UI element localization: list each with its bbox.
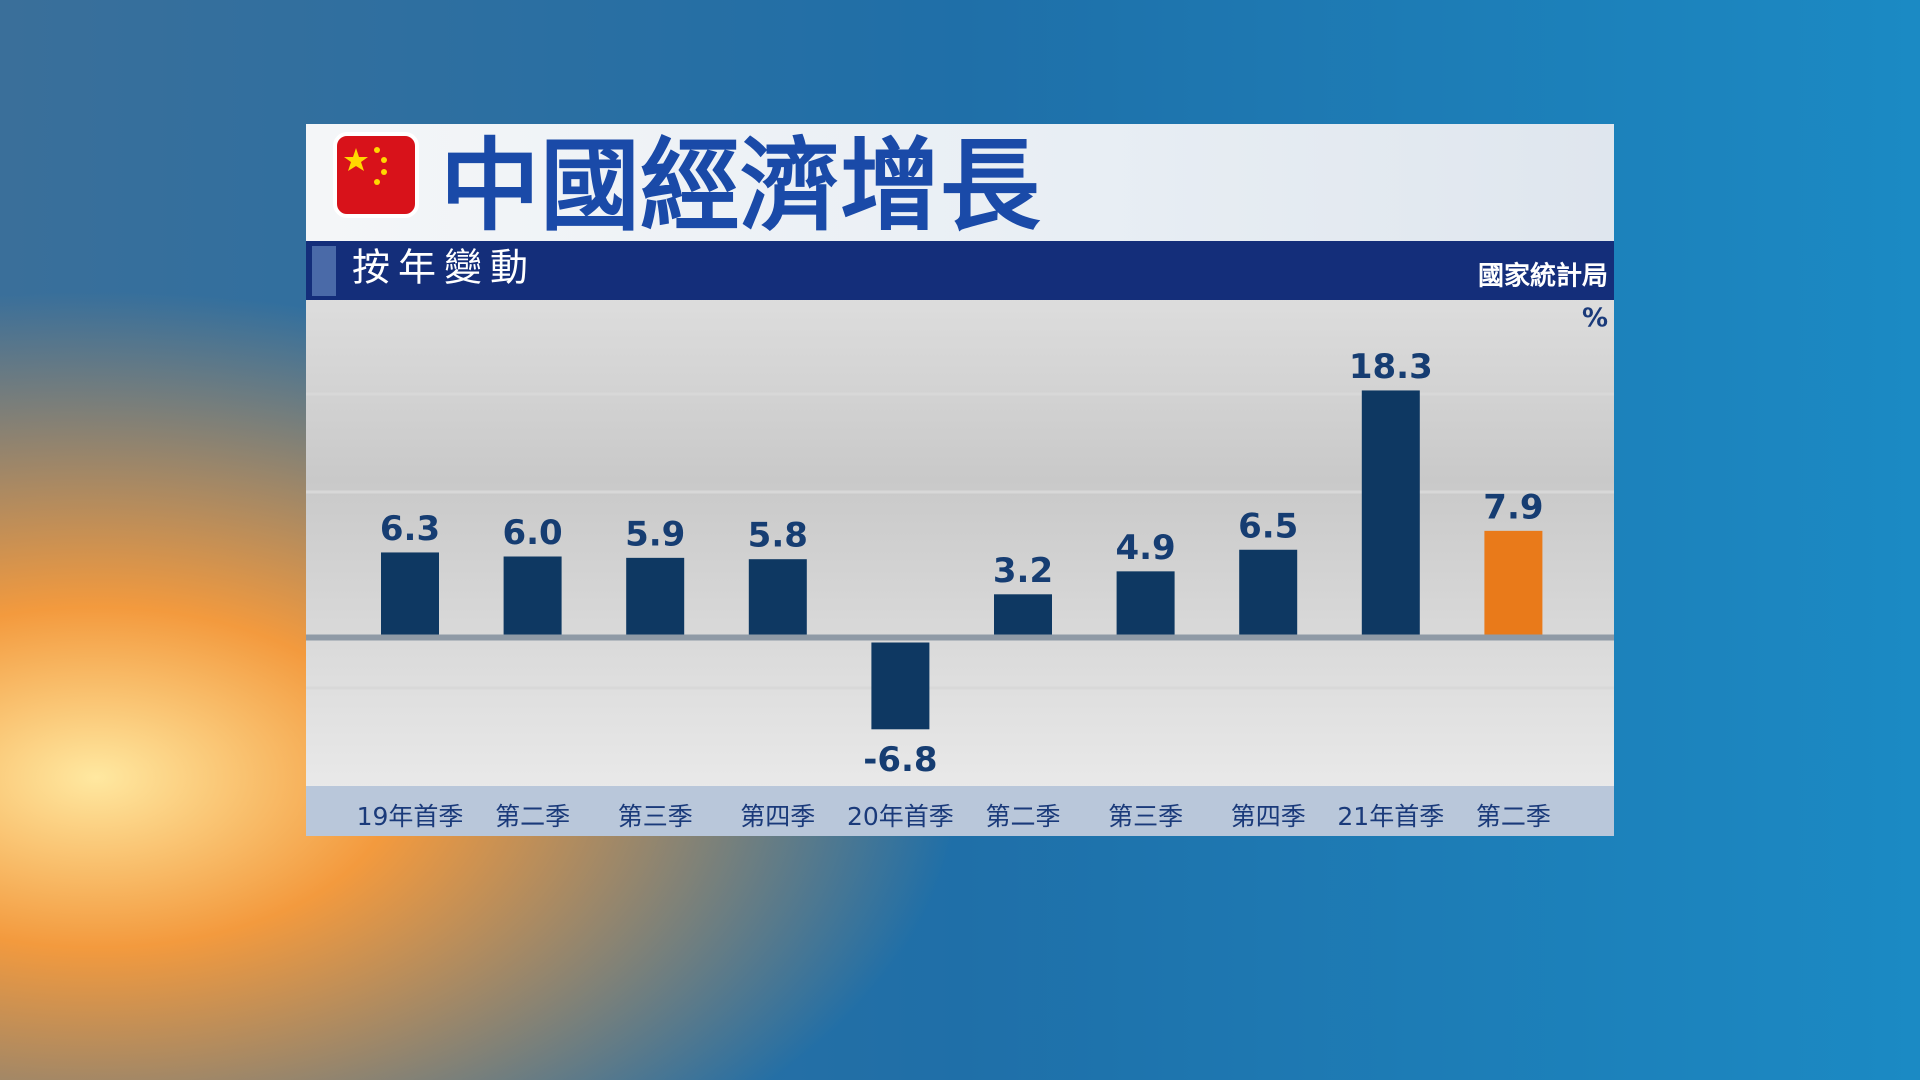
- x-tick-label: 21年首季: [1337, 802, 1444, 831]
- bar: [871, 642, 930, 730]
- flag-star: [381, 157, 387, 163]
- value-label: 7.9: [1483, 487, 1543, 527]
- x-tick-label: 第四季: [1231, 802, 1306, 831]
- value-label: 3.2: [993, 551, 1053, 591]
- bar: [381, 552, 439, 635]
- x-tick-label: 第三季: [618, 802, 693, 831]
- value-label: 6.3: [380, 509, 440, 549]
- bar: [626, 557, 685, 635]
- flag-star: [381, 169, 387, 175]
- bar: [503, 556, 562, 635]
- category-strip: [306, 786, 1614, 836]
- flag-star: [374, 179, 380, 185]
- source: 國家統計局: [1478, 261, 1608, 292]
- x-tick-label: 第二季: [495, 802, 570, 831]
- unit-label: %: [1582, 304, 1608, 334]
- subtitle-marker: [312, 246, 336, 296]
- value-label: -6.8: [863, 740, 937, 780]
- baseline: [306, 634, 1614, 641]
- value-label: 4.9: [1115, 528, 1175, 568]
- x-tick-label: 20年首季: [847, 802, 954, 831]
- x-tick-label: 第三季: [1108, 802, 1183, 831]
- chart-title: 中國經濟增長: [440, 127, 1041, 244]
- flag-star: [344, 148, 368, 171]
- value-label: 18.3: [1349, 347, 1433, 387]
- bar: [1361, 390, 1420, 635]
- x-tick-label: 19年首季: [357, 802, 464, 831]
- bar: [748, 559, 807, 635]
- value-label: 6.5: [1238, 506, 1298, 546]
- panel: [306, 124, 1614, 836]
- x-tick-label: 第二季: [985, 802, 1060, 831]
- flag: [333, 132, 419, 218]
- x-tick-label: 第四季: [740, 802, 815, 831]
- bar: [1116, 571, 1175, 635]
- bar: [994, 594, 1052, 635]
- x-tick-label: 第二季: [1476, 802, 1551, 831]
- flag-star: [374, 147, 380, 153]
- value-label: 5.9: [625, 514, 685, 554]
- title-bar: [306, 124, 1614, 241]
- value-label: 5.8: [748, 516, 808, 556]
- value-label: 6.0: [502, 513, 562, 553]
- bar: [1239, 549, 1298, 635]
- subtitle-bar: [306, 241, 1614, 300]
- subtitle: 按年變動: [352, 246, 536, 290]
- bar: [1484, 530, 1543, 635]
